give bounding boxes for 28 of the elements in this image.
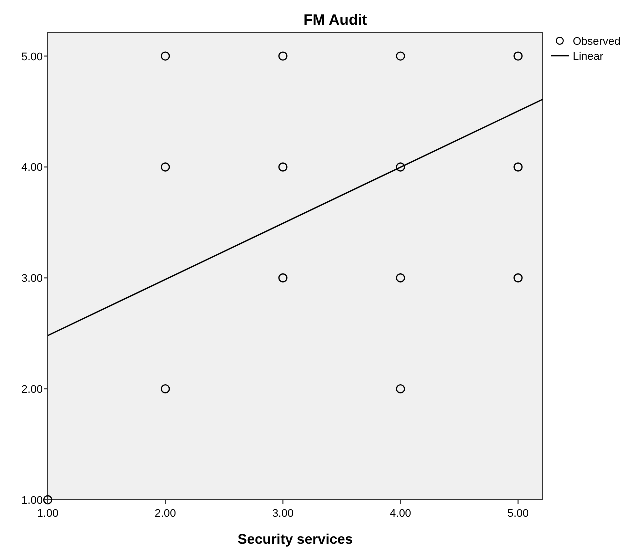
point bbox=[160, 384, 170, 394]
point bbox=[396, 162, 406, 172]
x-tick-label: 4.00 bbox=[390, 508, 412, 520]
y-tick-label: 2.00 bbox=[22, 384, 43, 396]
y-tick-label: 4.00 bbox=[22, 162, 43, 174]
point bbox=[278, 274, 288, 283]
point bbox=[396, 384, 406, 394]
point bbox=[278, 162, 288, 172]
point bbox=[160, 162, 170, 172]
x-axis-title: Security services bbox=[238, 531, 354, 547]
legend-label: Linear bbox=[573, 51, 604, 63]
chart-title: FM Audit bbox=[304, 12, 368, 29]
y-tick-label: 1.00 bbox=[22, 495, 43, 507]
x-tick-label: 5.00 bbox=[508, 508, 530, 520]
point bbox=[396, 274, 406, 283]
y-tick-label: 5.00 bbox=[22, 51, 43, 64]
point bbox=[514, 274, 523, 283]
point bbox=[43, 495, 53, 505]
point bbox=[160, 52, 170, 61]
point bbox=[514, 52, 523, 61]
x-tick-label: 1.00 bbox=[37, 508, 59, 520]
x-tick-label: 2.00 bbox=[154, 508, 176, 520]
y-tick-label: 3.00 bbox=[22, 273, 43, 286]
point bbox=[396, 52, 406, 61]
point bbox=[278, 52, 288, 61]
legend-label: Observed bbox=[573, 36, 621, 48]
x-tick-label: 3.00 bbox=[272, 508, 294, 520]
point bbox=[514, 162, 523, 172]
